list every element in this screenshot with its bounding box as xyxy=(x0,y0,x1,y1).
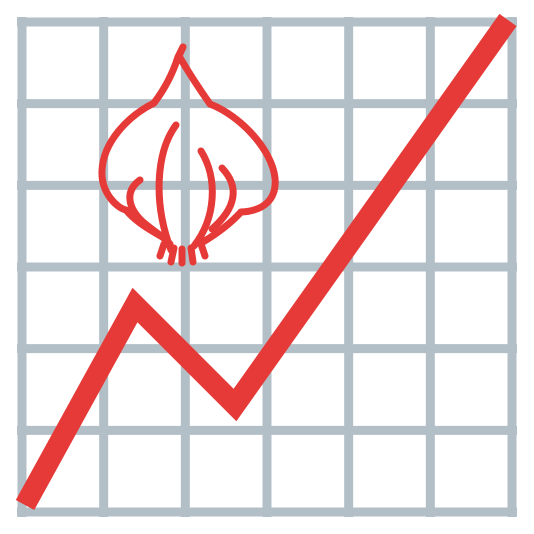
rising-trend-line xyxy=(15,13,517,511)
garlic-bulb-icon xyxy=(98,43,279,267)
